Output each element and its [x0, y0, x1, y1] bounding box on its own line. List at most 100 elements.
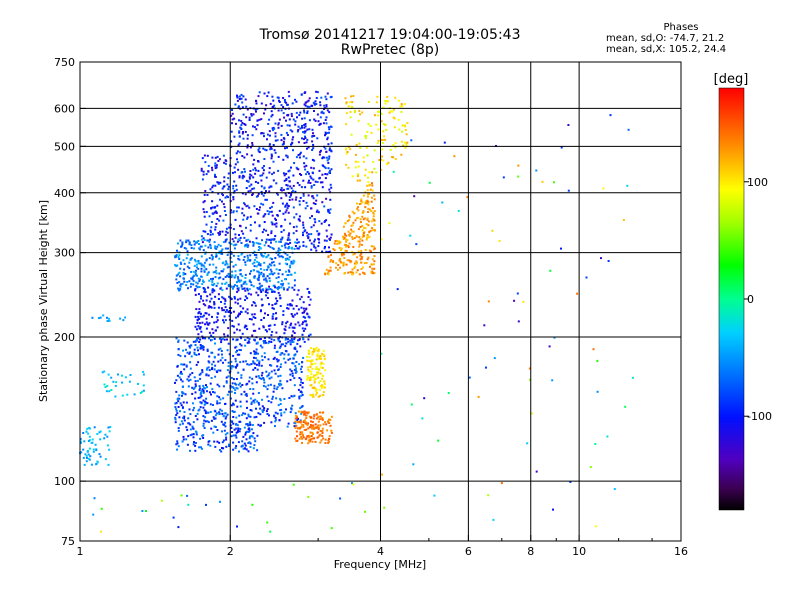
- echo-point: [219, 198, 221, 201]
- echo-point: [290, 115, 293, 118]
- echo-point: [549, 269, 552, 272]
- echo-point: [239, 127, 242, 130]
- echo-point: [319, 415, 322, 418]
- echo-point: [406, 122, 409, 124]
- echo-point: [283, 179, 286, 182]
- echo-point: [238, 239, 241, 242]
- echo-point: [284, 361, 287, 364]
- echo-point: [234, 284, 237, 287]
- echo-point: [251, 304, 254, 307]
- echo-point: [316, 113, 319, 116]
- echo-point: [315, 346, 318, 349]
- echo-point: [82, 456, 85, 459]
- echo-point: [294, 241, 297, 244]
- echo-point: [320, 417, 323, 420]
- echo-point: [224, 162, 227, 165]
- echo-point: [337, 268, 339, 271]
- echo-point: [296, 435, 298, 438]
- echo-point: [279, 379, 282, 382]
- echo-point: [272, 313, 275, 315]
- echo-point: [192, 433, 195, 436]
- echo-point: [263, 352, 266, 355]
- echo-point: [236, 161, 239, 164]
- echo-point: [261, 359, 264, 361]
- echo-point: [207, 164, 210, 167]
- echo-point: [244, 130, 247, 133]
- echo-point: [181, 380, 184, 383]
- echo-point: [300, 412, 303, 415]
- echo-point: [223, 210, 226, 212]
- echo-point: [175, 337, 178, 340]
- echo-point: [366, 202, 369, 205]
- echo-point: [244, 244, 247, 247]
- echo-point: [80, 451, 83, 454]
- echo-point: [174, 418, 177, 421]
- echo-point: [347, 230, 350, 233]
- echo-point: [248, 376, 251, 379]
- echo-point: [273, 369, 276, 372]
- echo-point: [92, 448, 95, 451]
- echo-point: [310, 226, 313, 229]
- echo-point: [378, 159, 381, 161]
- echo-point: [177, 273, 180, 276]
- echo-point: [244, 277, 247, 279]
- echo-point: [246, 259, 249, 262]
- echo-point: [296, 130, 299, 133]
- echo-point: [217, 181, 220, 184]
- echo-point: [246, 243, 249, 246]
- echo-point: [79, 437, 82, 440]
- echo-point: [326, 109, 329, 112]
- echo-point: [271, 261, 273, 264]
- echo-point: [210, 278, 213, 280]
- echo-point: [261, 409, 264, 412]
- echo-point: [222, 261, 225, 264]
- echo-point: [207, 440, 210, 443]
- echo-point: [201, 321, 204, 324]
- echo-point: [261, 355, 263, 358]
- echo-point: [313, 240, 316, 243]
- echo-point: [296, 439, 299, 442]
- echo-point: [327, 439, 330, 442]
- echo-point: [298, 153, 301, 156]
- echo-point: [322, 164, 325, 167]
- echo-point: [200, 395, 203, 397]
- echo-point: [290, 260, 293, 263]
- echo-point: [208, 322, 211, 325]
- echo-point: [312, 197, 315, 200]
- echo-point: [567, 124, 570, 126]
- echo-point: [245, 187, 248, 189]
- echo-point: [319, 394, 321, 397]
- echo-point: [294, 190, 297, 193]
- echo-point: [631, 376, 634, 379]
- echo-point: [560, 247, 562, 250]
- echo-point: [310, 437, 313, 440]
- echo-point: [179, 285, 182, 288]
- echo-point: [221, 353, 223, 356]
- echo-point: [311, 195, 314, 198]
- echo-point: [282, 140, 285, 143]
- echo-point: [224, 425, 227, 428]
- echo-point: [319, 424, 322, 427]
- echo-point: [388, 111, 391, 114]
- echo-point: [202, 424, 205, 427]
- echo-point: [271, 307, 274, 310]
- echo-point: [276, 360, 279, 363]
- echo-point: [237, 287, 240, 290]
- echo-point: [233, 166, 236, 169]
- echo-point: [270, 376, 273, 379]
- echo-point: [302, 234, 304, 237]
- echo-point: [224, 421, 227, 424]
- echo-point: [516, 292, 519, 295]
- echo-point: [213, 337, 216, 340]
- echo-point: [200, 270, 203, 273]
- echo-point: [306, 147, 308, 150]
- echo-point: [404, 129, 407, 131]
- echo-point: [202, 384, 205, 387]
- echo-point: [217, 369, 220, 372]
- phase-stats: Phases mean, sd,O: -74.7, 21.2 mean, sd,…: [606, 22, 756, 55]
- echo-point: [245, 226, 247, 229]
- echo-point: [199, 326, 202, 329]
- echo-point: [262, 215, 265, 218]
- echo-point: [267, 342, 270, 345]
- echo-point: [221, 337, 224, 340]
